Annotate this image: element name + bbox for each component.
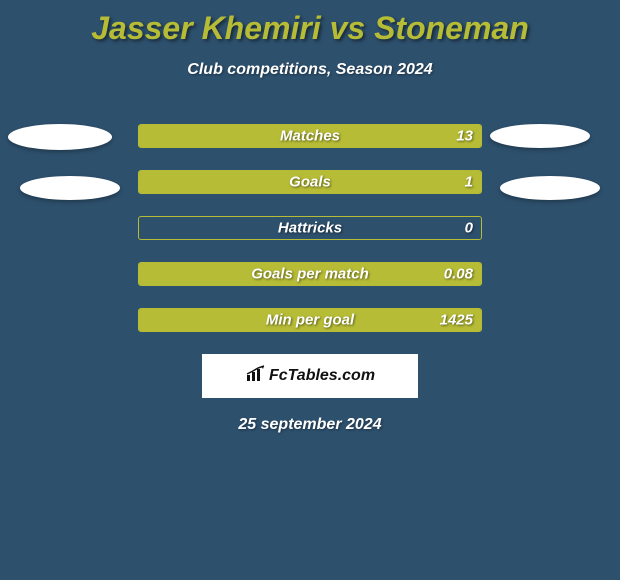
stat-value: 0 xyxy=(465,220,473,237)
logo-box: FcTables.com xyxy=(202,354,418,398)
player-right-ellipse-1 xyxy=(490,124,590,148)
stat-row: Goals per match 0.08 xyxy=(138,262,482,286)
stat-row: Matches 13 xyxy=(138,124,482,148)
logo-text: FcTables.com xyxy=(269,367,375,385)
stat-value: 1425 xyxy=(440,312,473,329)
player-right-ellipse-2 xyxy=(500,176,600,200)
page-title: Jasser Khemiri vs Stoneman xyxy=(0,0,620,47)
chart-icon xyxy=(245,365,267,388)
logo: FcTables.com xyxy=(245,365,375,388)
stat-row: Hattricks 0 xyxy=(138,216,482,240)
subtitle: Club competitions, Season 2024 xyxy=(0,61,620,79)
date-text: 25 september 2024 xyxy=(238,416,381,433)
player-left-ellipse-1 xyxy=(8,124,112,150)
stat-bars: Matches 13 Goals 1 Hattricks 0 Goals per match… xyxy=(138,124,482,332)
title-text: Jasser Khemiri vs Stoneman xyxy=(91,10,529,46)
stat-row: Min per goal 1425 xyxy=(138,308,482,332)
stat-value: 1 xyxy=(465,174,473,191)
stat-label: Hattricks xyxy=(278,220,342,237)
stat-label: Goals per match xyxy=(251,266,369,283)
content-area: Matches 13 Goals 1 Hattricks 0 Goals per match… xyxy=(0,124,620,434)
date-label: 25 september 2024 xyxy=(0,416,620,434)
stat-label: Goals xyxy=(289,174,331,191)
stat-label: Matches xyxy=(280,128,340,145)
player-left-ellipse-2 xyxy=(20,176,120,200)
stat-label: Min per goal xyxy=(266,312,354,329)
stat-value: 0.08 xyxy=(444,266,473,283)
subtitle-text: Club competitions, Season 2024 xyxy=(187,61,432,78)
stat-value: 13 xyxy=(456,128,473,145)
stat-row: Goals 1 xyxy=(138,170,482,194)
